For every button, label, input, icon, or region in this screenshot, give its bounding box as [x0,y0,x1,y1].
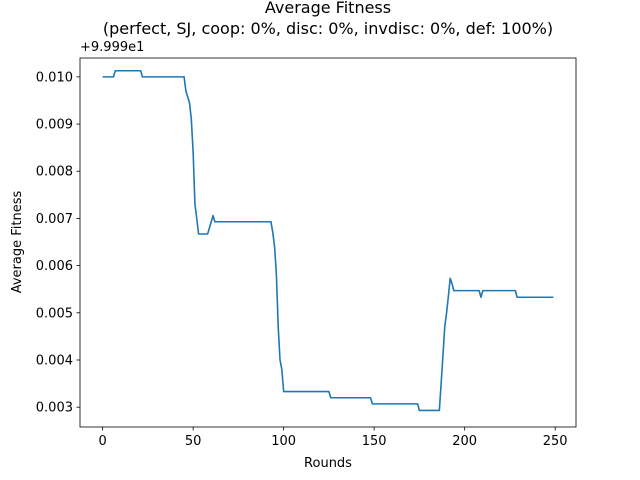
series-line-0 [102,69,554,412]
x-axis-ticks: 0 50 100 150 200 250 [98,427,568,449]
y-tick-label: 0.009 [36,118,73,133]
y-tick-label: 0.007 [36,212,73,227]
x-tick-label: 50 [185,434,202,449]
x-tick-label: 0 [98,434,106,449]
chart-subtitle: (perfect, SJ, coop: 0%, disc: 0%, invdis… [103,19,553,38]
y-axis-label: Average Fitness [10,191,25,294]
chart-title: Average Fitness [265,0,391,17]
y-tick-label: 0.006 [36,259,73,274]
series-layer [102,69,554,412]
y-tick-label: 0.008 [36,165,73,180]
x-tick-label: 250 [543,434,568,449]
plot-frame [79,57,577,428]
y-tick-label: 0.005 [36,306,73,321]
plot-area [80,58,576,427]
y-tick-label: 0.004 [36,353,73,368]
x-tick-label: 200 [452,434,477,449]
y-tick-label: 0.010 [36,70,73,85]
x-tick-label: 100 [271,434,296,449]
x-tick-label: 150 [362,434,387,449]
y-offset-label: +9.999e1 [80,40,144,55]
y-axis-ticks: 0.003 0.004 0.005 0.006 0.007 0.008 0.009 0.010 [36,70,80,416]
x-axis-label: Rounds [304,456,352,471]
y-tick-label: 0.003 [36,401,73,416]
